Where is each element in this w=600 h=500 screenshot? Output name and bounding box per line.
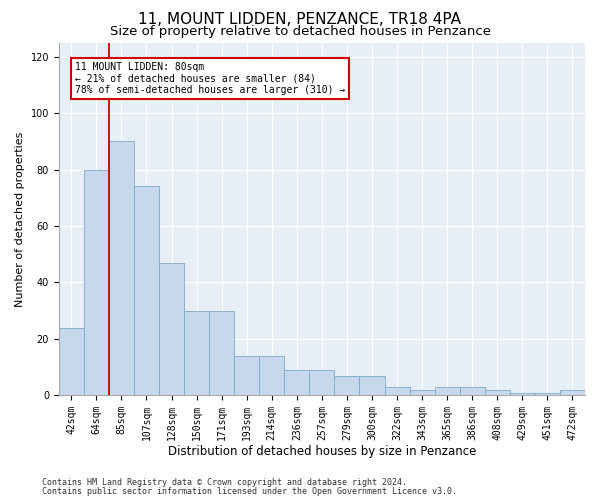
Text: Contains public sector information licensed under the Open Government Licence v3: Contains public sector information licen… <box>42 487 457 496</box>
Y-axis label: Number of detached properties: Number of detached properties <box>15 131 25 306</box>
Bar <box>385 387 410 396</box>
Bar <box>234 356 259 396</box>
Text: Contains HM Land Registry data © Crown copyright and database right 2024.: Contains HM Land Registry data © Crown c… <box>42 478 407 487</box>
Bar <box>535 392 560 396</box>
Text: Size of property relative to detached houses in Penzance: Size of property relative to detached ho… <box>110 25 491 38</box>
Bar <box>434 387 460 396</box>
Bar <box>284 370 310 396</box>
Bar <box>59 328 84 396</box>
Bar <box>460 387 485 396</box>
Bar <box>84 170 109 396</box>
Bar <box>485 390 510 396</box>
Bar <box>134 186 159 396</box>
Text: 11, MOUNT LIDDEN, PENZANCE, TR18 4PA: 11, MOUNT LIDDEN, PENZANCE, TR18 4PA <box>139 12 461 28</box>
Bar <box>159 262 184 396</box>
Text: 11 MOUNT LIDDEN: 80sqm
← 21% of detached houses are smaller (84)
78% of semi-det: 11 MOUNT LIDDEN: 80sqm ← 21% of detached… <box>75 62 346 96</box>
Bar <box>359 376 385 396</box>
Bar <box>560 390 585 396</box>
Bar <box>310 370 334 396</box>
X-axis label: Distribution of detached houses by size in Penzance: Distribution of detached houses by size … <box>168 444 476 458</box>
Bar <box>259 356 284 396</box>
Bar <box>184 310 209 396</box>
Bar <box>510 392 535 396</box>
Bar <box>209 310 234 396</box>
Bar <box>410 390 434 396</box>
Bar <box>109 142 134 396</box>
Bar <box>334 376 359 396</box>
